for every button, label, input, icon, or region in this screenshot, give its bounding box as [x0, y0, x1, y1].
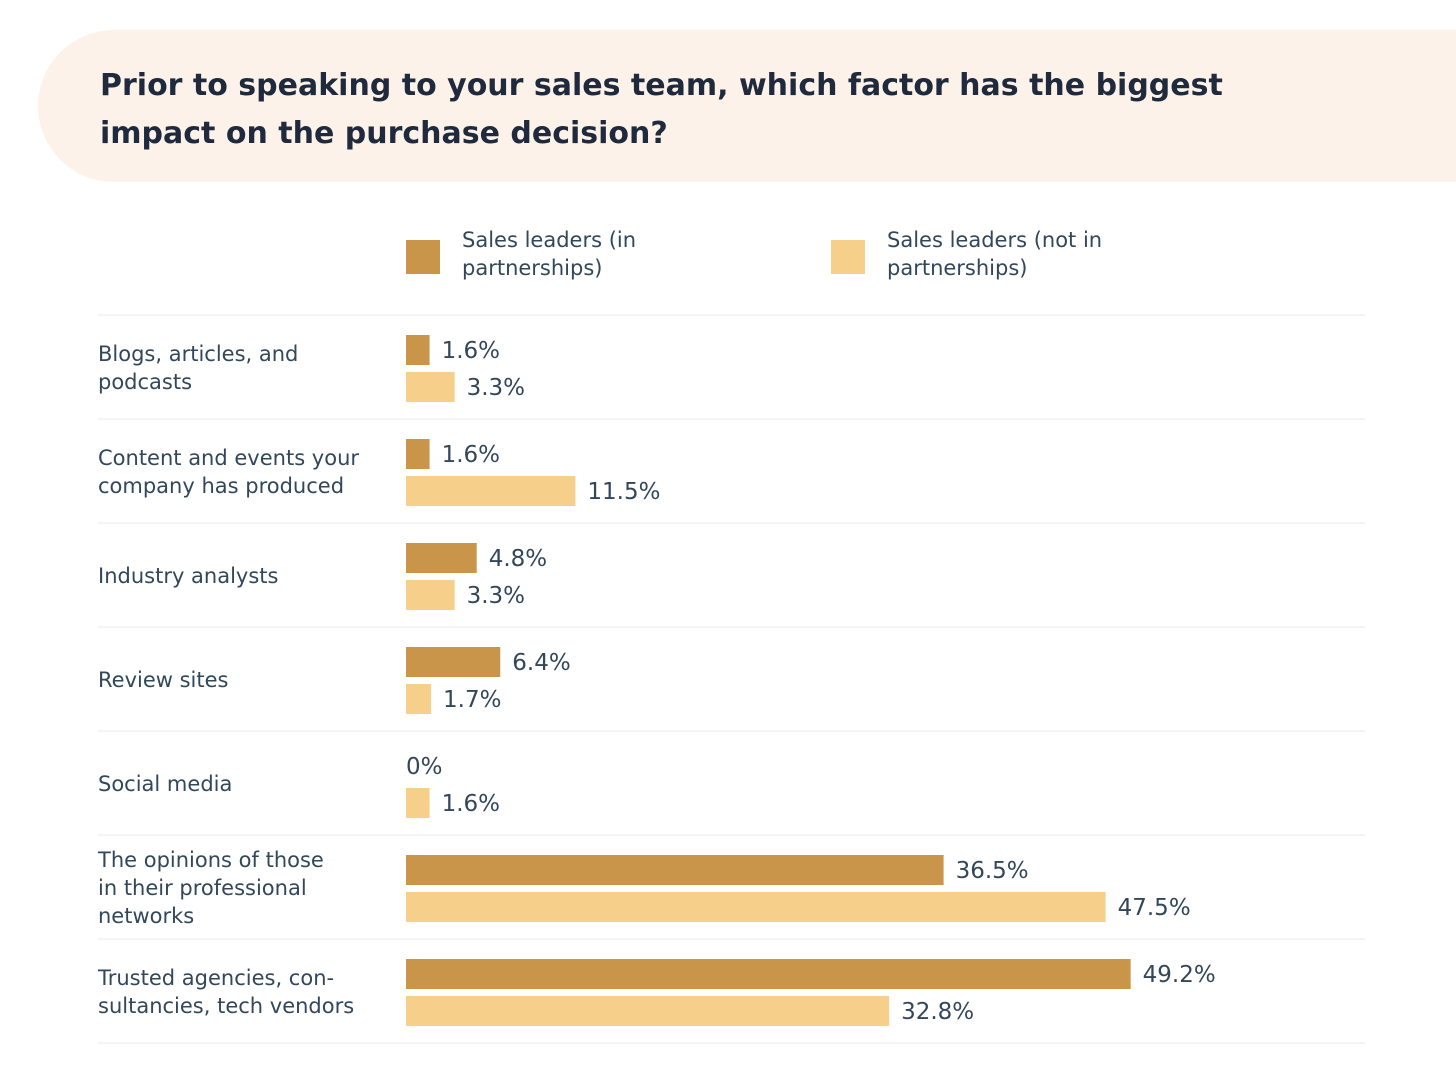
value-label-series-0-cat-6: 49.2% — [1143, 962, 1216, 988]
category-label-5: The opinions of those in their profession… — [97, 848, 324, 928]
category-label-line: sultancies, tech vendors — [98, 994, 354, 1018]
chart-title: Prior to speaking to your sales team, wh… — [100, 68, 1223, 151]
value-label-series-1-cat-1: 11.5% — [587, 479, 660, 505]
value-label-series-0-cat-2: 4.8% — [489, 546, 547, 572]
category-label-line: networks — [98, 904, 194, 928]
bar-series-0-cat-2 — [406, 543, 477, 573]
title-band — [38, 30, 1456, 182]
bar-series-1-cat-4 — [406, 788, 430, 818]
bar-series-1-cat-2 — [406, 580, 455, 610]
category-label-line: Content and events your — [98, 446, 359, 470]
value-label-series-0-cat-0: 1.6% — [442, 338, 500, 364]
category-label-line: podcasts — [98, 370, 192, 394]
category-label-2: Industry analysts — [98, 564, 278, 588]
bar-series-0-cat-5 — [406, 855, 944, 885]
value-label-series-1-cat-2: 3.3% — [467, 583, 525, 609]
value-label-series-0-cat-5: 36.5% — [956, 858, 1029, 884]
bar-series-1-cat-3 — [406, 684, 432, 714]
category-label-4: Social media — [98, 772, 232, 796]
legend-item-in-partnerships: Sales leaders (in partnerships) — [406, 226, 742, 282]
bar-series-0-cat-6 — [406, 959, 1131, 989]
category-label-line: in their professional — [98, 876, 307, 900]
category-label-line: Trusted agencies, con- — [97, 966, 334, 990]
value-label-series-0-cat-3: 6.4% — [512, 650, 570, 676]
category-label-line: Blogs, articles, and — [98, 342, 298, 366]
category-label-line: company has produced — [98, 474, 344, 498]
value-label-series-1-cat-6: 32.8% — [901, 999, 974, 1025]
value-label-series-1-cat-0: 3.3% — [467, 375, 525, 401]
category-label-line: The opinions of those — [97, 848, 324, 872]
legend-item-not-in-partnerships: Sales leaders (not in partnerships) — [831, 226, 1167, 282]
value-label-series-1-cat-3: 1.7% — [443, 687, 501, 713]
category-label-line: Social media — [98, 772, 232, 796]
value-label-series-0-cat-4: 0% — [406, 754, 443, 780]
legend-label-in-partnerships: Sales leaders (in partnerships) — [462, 228, 637, 280]
category-label-line: Industry analysts — [98, 564, 278, 588]
value-label-series-0-cat-1: 1.6% — [442, 442, 500, 468]
bar-series-1-cat-6 — [406, 996, 890, 1026]
bar-series-1-cat-1 — [406, 476, 576, 506]
legend-swatch-in-partnerships — [406, 240, 440, 274]
bar-series-0-cat-1 — [406, 439, 430, 469]
bar-series-0-cat-0 — [406, 335, 430, 365]
value-label-series-1-cat-5: 47.5% — [1118, 895, 1191, 921]
legend-label-not-in-partnerships: Sales leaders (not in partnerships) — [887, 228, 1103, 280]
category-label-6: Trusted agencies, con-sultancies, tech v… — [97, 966, 354, 1018]
category-label-3: Review sites — [98, 668, 228, 692]
bar-series-1-cat-5 — [406, 892, 1106, 922]
category-label-line: Review sites — [98, 668, 228, 692]
category-label-1: Content and events your company has produ… — [98, 446, 359, 498]
value-label-series-1-cat-4: 1.6% — [442, 791, 500, 817]
bar-series-1-cat-0 — [406, 372, 455, 402]
bar-series-0-cat-3 — [406, 647, 501, 677]
legend-swatch-not-in-partnerships — [831, 240, 865, 274]
category-label-0: Blogs, articles, and podcasts — [98, 342, 298, 394]
